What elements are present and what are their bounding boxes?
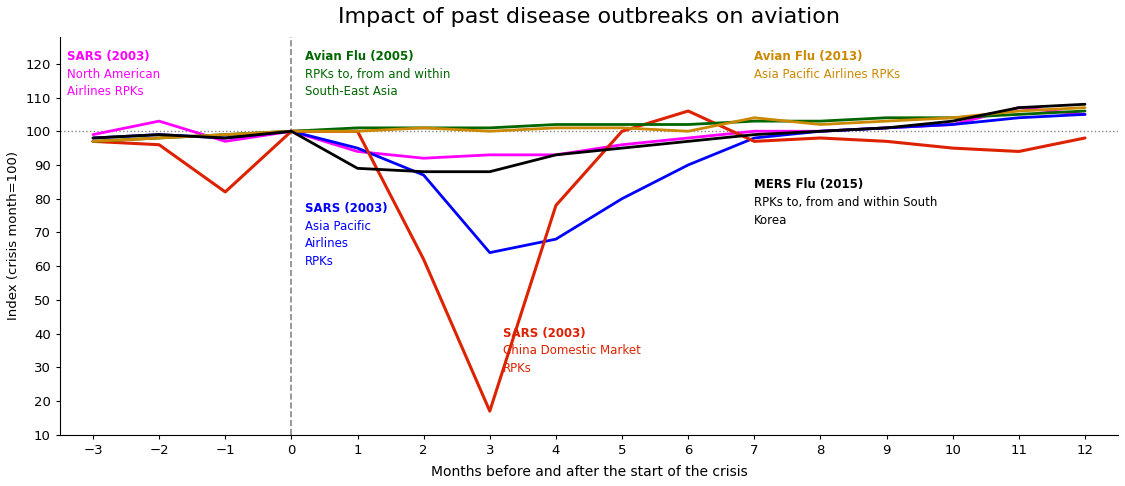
- Text: South-East Asia: South-East Asia: [305, 86, 397, 98]
- Text: Asia Pacific Airlines RPKs: Asia Pacific Airlines RPKs: [755, 68, 901, 81]
- Text: China Domestic Market: China Domestic Market: [503, 345, 641, 357]
- Title: Impact of past disease outbreaks on aviation: Impact of past disease outbreaks on avia…: [338, 7, 840, 27]
- Y-axis label: Index (crisis month=100): Index (crisis month=100): [7, 151, 20, 320]
- Text: RPKs: RPKs: [503, 362, 532, 375]
- X-axis label: Months before and after the start of the crisis: Months before and after the start of the…: [431, 465, 747, 479]
- Text: Avian Flu (2013): Avian Flu (2013): [755, 51, 863, 63]
- Text: Korea: Korea: [755, 213, 787, 226]
- Text: SARS (2003): SARS (2003): [503, 327, 586, 340]
- Text: RPKs: RPKs: [305, 255, 333, 268]
- Text: Airlines RPKs: Airlines RPKs: [66, 86, 143, 98]
- Text: SARS (2003): SARS (2003): [66, 51, 150, 63]
- Text: Airlines: Airlines: [305, 237, 349, 250]
- Text: SARS (2003): SARS (2003): [305, 202, 387, 215]
- Text: MERS Flu (2015): MERS Flu (2015): [755, 178, 864, 191]
- Text: RPKs to, from and within South: RPKs to, from and within South: [755, 196, 938, 209]
- Text: Avian Flu (2005): Avian Flu (2005): [305, 51, 413, 63]
- Text: RPKs to, from and within: RPKs to, from and within: [305, 68, 450, 81]
- Text: North American: North American: [66, 68, 160, 81]
- Text: Asia Pacific: Asia Pacific: [305, 220, 370, 233]
